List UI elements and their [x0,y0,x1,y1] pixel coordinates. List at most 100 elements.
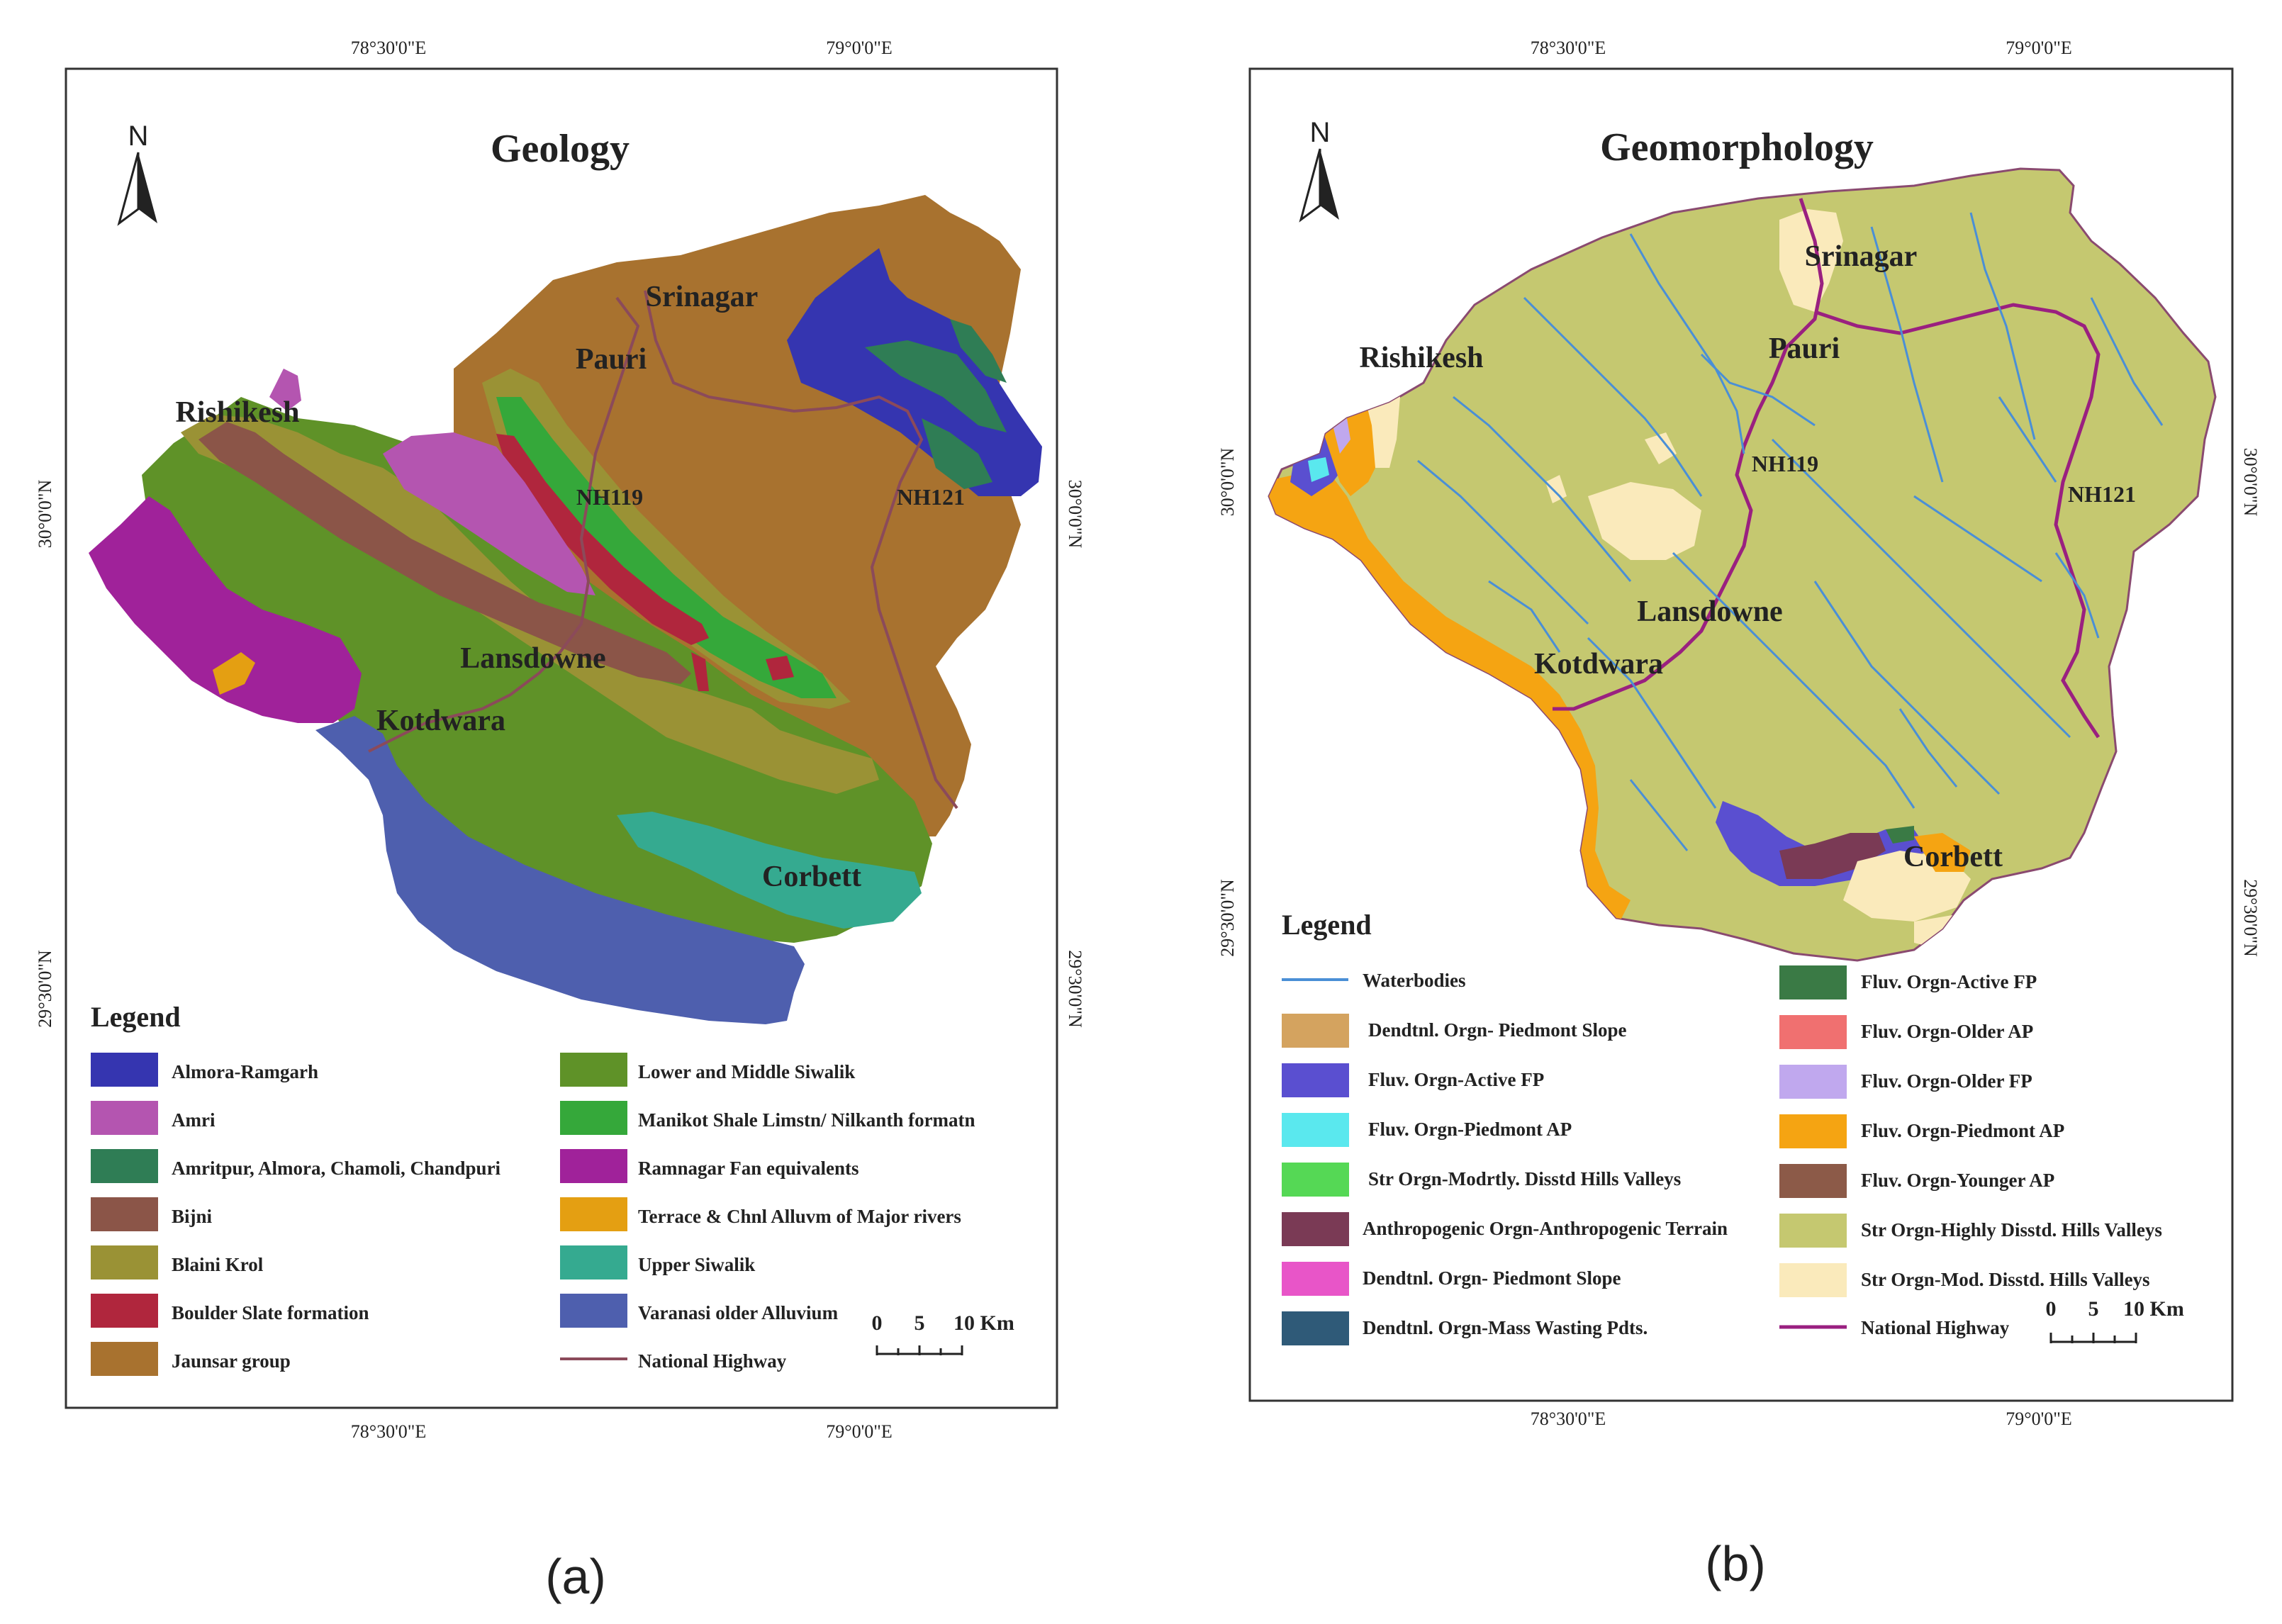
geology-units [89,195,1042,1024]
geology-legend: Almora-Ramgarh Amri Amritpur, Almora, Ch… [91,1053,975,1376]
coord-left-lower: 29°30'0"N [1217,879,1238,957]
svg-text:Ramnagar Fan equivalents: Ramnagar Fan equivalents [638,1158,859,1179]
svg-text:Str Orgn-Modrtly. Disstd Hills: Str Orgn-Modrtly. Disstd Hills Valleys [1368,1168,1681,1189]
north-arrow-icon: N [1299,117,1339,223]
svg-text:5: 5 [915,1311,925,1335]
svg-text:National Highway: National Highway [638,1350,787,1372]
svg-text:Fluv. Orgn-Piedmont AP: Fluv. Orgn-Piedmont AP [1861,1120,2064,1141]
coord-top-right: 79°0'0"E [826,38,893,58]
geomorphology-map: 78°30'0"E 79°0'0"E 78°30'0"E 79°0'0"E 30… [1217,38,2261,1591]
coord-bottom-right: 79°0'0"E [826,1421,893,1442]
svg-text:Anthropogenic Orgn-Anthropogen: Anthropogenic Orgn-Anthropogenic Terrain [1363,1218,1728,1239]
coord-top-left: 78°30'0"E [351,38,427,58]
svg-text:Dendtnl. Orgn-Mass Wasting Pdt: Dendtnl. Orgn-Mass Wasting Pdts. [1363,1317,1648,1338]
svg-text:Manikot Shale Limstn/ Nilkanth: Manikot Shale Limstn/ Nilkanth formatn [638,1109,975,1131]
svg-text:Fluv. Orgn-Older AP: Fluv. Orgn-Older AP [1861,1021,2033,1042]
legend-item: Manikot Shale Limstn/ Nilkanth formatn [560,1101,975,1135]
svg-text:Fluv. Orgn-Piedmont AP: Fluv. Orgn-Piedmont AP [1368,1119,1572,1140]
caption-b: (b) [1705,1536,1766,1591]
svg-text:0: 0 [872,1311,883,1335]
legend-item: Amritpur, Almora, Chamoli, Chandpuri [91,1149,501,1183]
coord-top-left: 78°30'0"E [1531,38,1606,58]
label-lansdowne: Lansdowne [460,642,605,675]
svg-text:Fluv. Orgn-Younger AP: Fluv. Orgn-Younger AP [1861,1170,2054,1191]
svg-text:Amri: Amri [172,1109,216,1131]
svg-text:Str Orgn-Mod. Disstd. Hills Va: Str Orgn-Mod. Disstd. Hills Valleys [1861,1269,2150,1290]
legend-item: Fluv. Orgn-Active FP [1282,1063,1544,1097]
svg-text:Fluv. Orgn-Older FP: Fluv. Orgn-Older FP [1861,1070,2032,1092]
svg-text:10 Km: 10 Km [953,1311,1014,1335]
coord-left-lower: 29°30'0"N [35,950,55,1028]
geology-legend-title: Legend [91,1001,181,1033]
svg-text:Jaunsar group: Jaunsar group [172,1350,291,1372]
legend-item: Fluv. Orgn-Older FP [1779,1065,2032,1099]
svg-text:0: 0 [2046,1297,2057,1321]
legend-item: Upper Siwalik [560,1245,755,1279]
svg-text:Varanasi older Alluvium: Varanasi older Alluvium [638,1302,839,1323]
label-kotdwara: Kotdwara [1534,648,1663,681]
label-corbett: Corbett [762,861,861,893]
legend-item: Str Orgn-Highly Disstd. Hills Valleys [1779,1214,2162,1248]
legend-item: Fluv. Orgn-Piedmont AP [1282,1113,1572,1147]
svg-text:N: N [128,121,149,152]
coord-right-upper: 30°0'0"N [2240,448,2261,517]
legend-item: Anthropogenic Orgn-Anthropogenic Terrain [1282,1212,1728,1246]
legend-item: National Highway [560,1350,787,1372]
geology-title: Geology [491,127,630,171]
svg-text:5: 5 [2088,1297,2099,1321]
coord-right-lower: 29°30'0"N [1065,950,1085,1028]
svg-text:Dendtnl. Orgn- Piedmont Slope: Dendtnl. Orgn- Piedmont Slope [1363,1267,1621,1289]
label-rishikesh: Rishikesh [175,396,299,429]
svg-text:Dendtnl. Orgn- Piedmont Slope: Dendtnl. Orgn- Piedmont Slope [1368,1019,1627,1041]
geomorphology-legend-title: Legend [1282,909,1372,941]
legend-item: Bijni [91,1197,213,1231]
label-pauri: Pauri [1769,332,1840,365]
legend-item: Fluv. Orgn-Younger AP [1779,1164,2054,1198]
label-srinagar: Srinagar [1805,240,1918,273]
svg-text:Terrace & Chnl Alluvm of Major: Terrace & Chnl Alluvm of Major rivers [638,1206,961,1227]
north-arrow-icon: N [117,121,157,226]
svg-text:National Highway: National Highway [1861,1317,2010,1338]
geology-map: 78°30'0"E 79°0'0"E 78°30'0"E 79°0'0"E 30… [35,38,1085,1604]
label-rishikesh: Rishikesh [1359,342,1483,374]
label-lansdowne: Lansdowne [1637,595,1782,628]
svg-text:Almora-Ramgarh: Almora-Ramgarh [172,1061,318,1082]
legend-item: National Highway [1779,1317,2010,1338]
coord-bottom-right: 79°0'0"E [2006,1409,2072,1429]
geology-scale-bar: 0 5 10 Km [872,1311,1014,1355]
coord-right-lower: 29°30'0"N [2240,879,2261,957]
label-kotdwara: Kotdwara [376,705,505,737]
label-nh121: NH121 [897,484,965,510]
caption-a: (a) [545,1549,606,1604]
legend-item: Lower and Middle Siwalik [560,1053,855,1087]
legend-item: Boulder Slate formation [91,1294,369,1328]
legend-item: Str Orgn-Mod. Disstd. Hills Valleys [1779,1263,2150,1297]
svg-text:Blaini Krol: Blaini Krol [172,1254,264,1275]
coord-bottom-left: 78°30'0"E [1531,1409,1606,1429]
svg-text:Boulder Slate formation: Boulder Slate formation [172,1302,369,1323]
coord-bottom-left: 78°30'0"E [351,1421,427,1442]
geomorphology-legend: Waterbodies Dendtnl. Orgn- Piedmont Slop… [1282,965,2162,1345]
legend-item: Waterbodies [1282,970,1466,991]
legend-item: Amri [91,1101,216,1135]
legend-item: Dendtnl. Orgn-Mass Wasting Pdts. [1282,1311,1648,1345]
legend-item: Varanasi older Alluvium [560,1294,839,1328]
label-nh119: NH119 [1752,451,1818,476]
legend-item: Fluv. Orgn-Older AP [1779,1015,2033,1049]
legend-item: Fluv. Orgn-Piedmont AP [1779,1114,2064,1148]
legend-item: Jaunsar group [91,1342,291,1376]
label-pauri: Pauri [576,343,647,376]
svg-text:Waterbodies: Waterbodies [1363,970,1466,991]
legend-item: Ramnagar Fan equivalents [560,1149,859,1183]
label-nh121: NH121 [2068,481,2136,507]
geomorphology-scale-bar: 0 5 10 Km [2046,1297,2184,1343]
svg-text:Fluv. Orgn-Active FP: Fluv. Orgn-Active FP [1368,1069,1544,1090]
svg-text:Lower and Middle Siwalik: Lower and Middle Siwalik [638,1061,855,1082]
svg-text:Bijni: Bijni [172,1206,213,1227]
label-nh119: NH119 [576,484,643,510]
coord-left-upper: 30°0'0"N [35,480,55,549]
legend-item: Fluv. Orgn-Active FP [1779,965,2037,999]
legend-item: Almora-Ramgarh [91,1053,318,1087]
coord-right-upper: 30°0'0"N [1065,480,1085,549]
